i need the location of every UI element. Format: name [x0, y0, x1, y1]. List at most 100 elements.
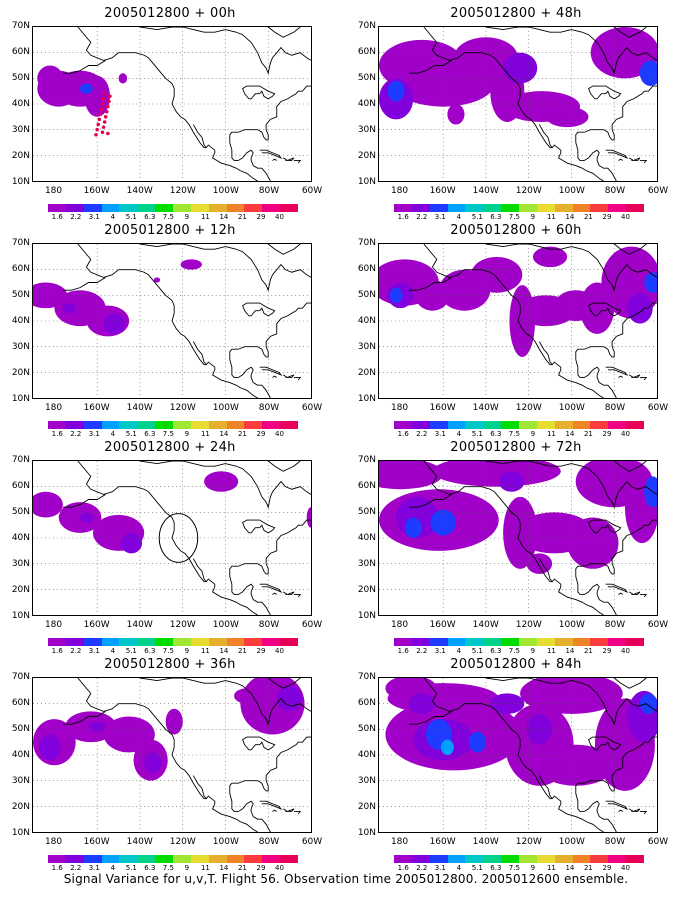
flight-track-point — [99, 107, 104, 111]
colorbar-label: 5.1 — [125, 430, 137, 438]
colorbar-swatch — [280, 421, 299, 429]
colorbar-label: 29 — [602, 430, 612, 438]
flight-track-point — [98, 112, 103, 117]
colorbar-label: 7.5 — [162, 430, 174, 438]
flight-track-point — [95, 127, 99, 132]
colorbar-swatch — [572, 638, 591, 646]
colorbar-label: 9 — [530, 647, 536, 655]
colorbar-label: 5.1 — [125, 647, 137, 655]
coastline — [77, 461, 258, 615]
lat-tick-label: 70N — [11, 21, 30, 31]
coastline — [538, 341, 553, 365]
coastline — [575, 85, 657, 143]
colorbar-swatch — [137, 638, 156, 646]
colorbar-label: 9 — [184, 430, 190, 438]
coastline — [618, 592, 623, 595]
lon-tick-label: 180 — [390, 837, 409, 847]
colorbar-label: 11 — [200, 213, 210, 221]
lon-tick-label: 100W — [212, 186, 239, 196]
colorbar-label: 6.3 — [144, 213, 156, 221]
coastline — [77, 244, 258, 398]
colorbar-label: 6.3 — [490, 430, 502, 438]
lat-tick-label: 40N — [357, 316, 376, 326]
coastline — [282, 591, 295, 595]
colorbar-label: 9 — [530, 213, 536, 221]
lon-tick-label: 80W — [258, 620, 280, 630]
lon-tick-label: 80W — [604, 620, 626, 630]
colorbar-swatch — [244, 638, 263, 646]
lon-tick-label: 100W — [212, 403, 239, 413]
variance-shade — [440, 739, 454, 755]
colorbar-swatch — [429, 421, 448, 429]
flight-track-point — [103, 115, 108, 119]
panel-title: 2005012800 + 84h — [450, 657, 582, 672]
map-frame — [378, 677, 658, 833]
variance-shade — [379, 461, 444, 490]
flight-track-point — [100, 102, 105, 106]
colorbar-swatch — [608, 204, 627, 212]
lat-tick-label: 30N — [11, 559, 30, 569]
lat-tick-label: 60N — [357, 698, 376, 708]
map-panel-84h: 2005012800 + 84h 70N 60N 50N 40N 30N 20N 10N 180… — [346, 657, 686, 875]
lat-tick-label: 20N — [357, 585, 376, 595]
colorbar-swatch — [65, 421, 84, 429]
colorbar-swatch — [447, 204, 466, 212]
coastline — [229, 576, 271, 615]
colorbar-label: 14 — [219, 864, 229, 872]
colorbar-label: 1.6 — [51, 430, 63, 438]
lon-tick-label: 80W — [604, 186, 626, 196]
variance-shade — [79, 83, 93, 94]
colorbar-swatch — [262, 638, 281, 646]
colorbar-label: 3.1 — [434, 213, 446, 221]
colorbar-swatch — [155, 421, 174, 429]
flight-track-point — [97, 117, 102, 122]
colorbar-swatch — [137, 421, 156, 429]
lon-tick-label: 80W — [258, 837, 280, 847]
colorbar-label: 11 — [546, 864, 556, 872]
flight-track-point — [108, 94, 112, 99]
colorbar — [48, 421, 299, 429]
lon-tick-label: 180 — [44, 837, 63, 847]
colorbar-label: 6.3 — [144, 864, 156, 872]
lon-tick-label: 180 — [44, 620, 63, 630]
coastline — [172, 27, 237, 33]
lon-tick-label: 60W — [647, 837, 669, 847]
lat-tick-label: 40N — [11, 750, 30, 760]
lat-tick-label: 50N — [357, 724, 376, 734]
colorbar-label: 1.6 — [51, 213, 63, 221]
lat-tick-label: 30N — [357, 125, 376, 135]
colorbar-swatch — [244, 855, 263, 863]
lon-tick-label: 60W — [301, 403, 323, 413]
lon-tick-label: 160W — [429, 403, 456, 413]
colorbar-label: 5.1 — [125, 864, 137, 872]
lat-tick-label: 20N — [11, 368, 30, 378]
colorbar-swatch — [536, 855, 555, 863]
lon-tick-label: 100W — [212, 837, 239, 847]
colorbar-swatch — [155, 855, 174, 863]
coastline — [267, 27, 301, 38]
colorbar-swatch — [394, 638, 412, 646]
lat-tick-label: 30N — [11, 125, 30, 135]
lat-tick-label: 70N — [11, 455, 30, 465]
colorbar-swatch — [483, 204, 502, 212]
colorbar-label: 21 — [237, 647, 247, 655]
colorbar-swatch — [190, 638, 209, 646]
colorbar-label: 2.2 — [70, 430, 82, 438]
lat-tick-label: 50N — [11, 507, 30, 517]
coastline — [259, 149, 283, 159]
coastline — [77, 27, 258, 181]
coastline — [293, 377, 302, 381]
lon-tick-label: 100W — [558, 403, 585, 413]
colorbar-swatch — [590, 204, 609, 212]
coastline — [235, 248, 311, 292]
coastline — [235, 682, 311, 726]
colorbar-label: 40 — [621, 647, 630, 655]
colorbar-swatch — [173, 421, 191, 429]
colorbar-label: 9 — [530, 864, 536, 872]
lon-tick-label: 140W — [472, 403, 499, 413]
lon-tick-label: 60W — [647, 403, 669, 413]
lat-tick-label: 50N — [11, 73, 30, 83]
variance-shade — [644, 272, 657, 293]
colorbar-label: 29 — [256, 647, 266, 655]
map-frame — [32, 460, 312, 616]
